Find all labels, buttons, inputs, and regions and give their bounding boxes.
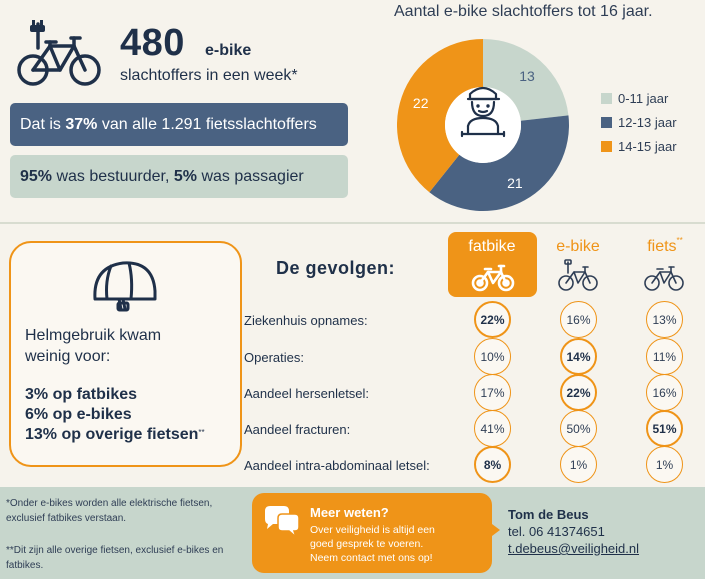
donut-slice-2 [429,115,569,211]
consequence-value-fatbike: 8% [474,446,511,483]
consequence-value-fatbike: 17% [474,374,511,411]
victim-count-subtitle: slachtoffers in een week* [120,67,298,84]
chart-title: Aantal e-bike slachtoffers tot 16 jaar. [394,3,653,20]
fatbike-column-highlight [448,232,537,297]
helmet-intro: Helmgebruik kwam weinig voor: [25,327,162,365]
contact-callout-text: Over veiligheid is altijd een goed gespr… [310,524,435,564]
victim-count-unit: e-bike [205,42,252,59]
e-bike-icon [17,20,101,86]
consequence-value-ebike: 50% [560,410,597,447]
consequence-row-label: Aandeel hersenletsel: [244,386,370,401]
legend-item-2: 12-13 jaar [601,110,677,134]
driver-passenger-banner: 95% was bestuurder, 5% was passagier [10,155,348,198]
contact-name: Tom de Beus [508,507,589,522]
age-donut-chart: 13 21 22 [397,39,569,211]
footnote-overig: **Dit zijn alle overige fietsen, exclusi… [6,545,224,571]
column-header-fatbike: fatbike [468,238,516,255]
section-divider [0,222,705,224]
donut-value-label-2: 21 [507,175,523,191]
share-of-total-banner: Dat is 37% van alle 1.291 fietsslachtoff… [10,103,348,146]
consequence-row-label: Aandeel fracturen: [244,422,351,437]
consequence-value-fiets: 51% [646,410,683,447]
helmet-stat-ebike: 6% op e-bikes [25,406,132,423]
consequence-value-fiets: 13% [646,301,683,338]
consequence-row-label: Operaties: [244,350,304,365]
legend-swatch [601,140,612,152]
consequences-title: De gevolgen: [276,258,396,278]
consequence-value-ebike: 22% [560,374,597,411]
fatbike-icon [471,264,515,292]
donut-slice-1 [483,39,569,121]
helmet-stat-fatbike: 3% op fatbikes [25,386,138,403]
helmet-usage-card: Helmgebruik kwam weinig voor: 3% op fatb… [9,241,242,467]
legend-label: 14-15 jaar [618,138,677,154]
consequence-value-fatbike: 41% [474,410,511,447]
consequence-value-fiets: 16% [646,374,683,411]
consequence-row-label: Aandeel intra-abdominaal letsel: [244,458,430,473]
contact-callout-tail [488,521,500,539]
legend-label: 12-13 jaar [618,114,677,130]
consequence-value-fatbike: 10% [474,338,511,375]
donut-hole [445,87,521,163]
footnote-ebike: *Onder e-bikes worden alle elektrische f… [6,498,213,524]
consequence-value-fiets: 11% [646,338,683,375]
contact-email-link[interactable]: t.debeus@veiligheid.nl [508,541,640,556]
consequence-value-ebike: 14% [560,338,597,375]
consequence-value-fatbike: 22% [474,301,511,338]
consequence-value-ebike: 16% [560,301,597,338]
column-header-ebike: e-bike [556,238,600,255]
chat-bubbles-icon [265,506,300,540]
child-cyclist-icon [460,86,506,138]
helmet-stats: 3% op fatbikes 6% op e-bikes 13% op over… [25,385,205,445]
helmet-stat-overig: 13% op overige fietsen** [25,426,205,443]
contact-phone[interactable]: tel. 06 41374651 [508,524,605,539]
legend-label: 0-11 jaar [618,90,669,106]
legend-swatch [601,92,612,104]
e-bike-small-icon [558,259,598,291]
donut-value-label-1: 13 [519,68,535,84]
consequence-row-label: Ziekenhuis opnames: [244,313,368,328]
legend-swatch [601,116,612,128]
helmet-icon [93,261,157,312]
consequence-value-ebike: 1% [560,446,597,483]
chart-legend: 0-11 jaar 12-13 jaar 14-15 jaar [601,86,677,158]
legend-item-3: 14-15 jaar [601,134,677,158]
victim-count: 480 [120,22,185,64]
legend-item-1: 0-11 jaar [601,86,677,110]
column-header-fiets: fiets** [647,236,683,255]
consequence-value-fiets: 1% [646,446,683,483]
donut-value-label-3: 22 [413,95,429,111]
bike-icon [644,266,684,291]
contact-callout-title: Meer weten? [310,505,389,520]
donut-slice-3 [397,39,483,193]
